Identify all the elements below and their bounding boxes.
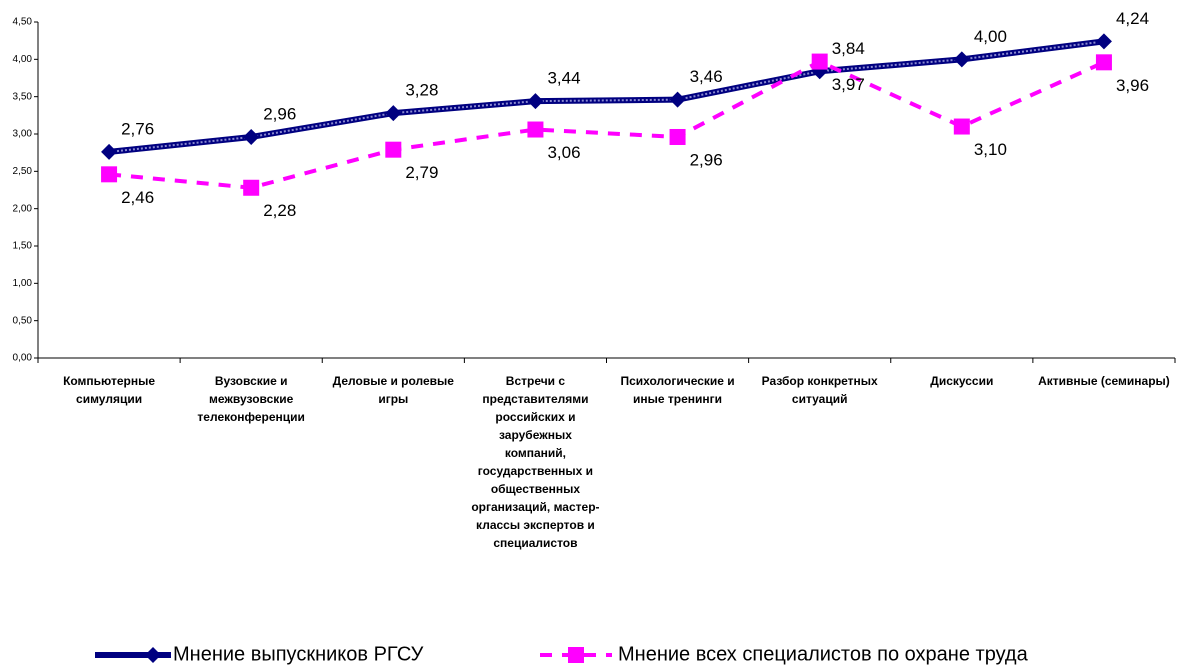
value-label: 3,84 bbox=[832, 39, 865, 58]
value-label: 2,96 bbox=[263, 104, 296, 123]
x-tick-label: Деловые и ролевые игры bbox=[332, 374, 454, 406]
y-tick-label: 2,50 bbox=[13, 166, 33, 177]
marker bbox=[385, 141, 402, 158]
marker bbox=[953, 51, 970, 68]
y-tick-label: 0,50 bbox=[13, 315, 33, 326]
y-tick-label: 2,00 bbox=[13, 203, 33, 214]
y-tick-label: 1,00 bbox=[13, 278, 33, 289]
series-line bbox=[108, 59, 1105, 190]
marker bbox=[669, 91, 686, 108]
marker bbox=[1095, 33, 1112, 50]
value-label: 4,00 bbox=[974, 27, 1007, 46]
value-label: 2,46 bbox=[121, 188, 154, 207]
marker bbox=[1095, 54, 1112, 71]
value-label: 3,46 bbox=[690, 67, 723, 86]
value-label: 2,79 bbox=[405, 163, 438, 182]
marker bbox=[243, 179, 260, 196]
value-label: 3,97 bbox=[832, 75, 865, 94]
legend-marker bbox=[145, 647, 161, 663]
value-label: 2,28 bbox=[263, 201, 296, 220]
y-tick-label: 4,50 bbox=[13, 17, 33, 28]
x-tick-label: Вузовские и межвузовские телеконференции bbox=[197, 374, 305, 424]
marker bbox=[811, 53, 828, 70]
value-label: 3,06 bbox=[547, 143, 580, 162]
legend-label: Мнение выпускников РГСУ bbox=[173, 643, 424, 665]
marker bbox=[669, 128, 686, 145]
x-tick-label: Активные (семинары) bbox=[1038, 374, 1170, 388]
x-tick-label: Дискуссии bbox=[930, 374, 994, 388]
value-label: 3,28 bbox=[405, 81, 438, 100]
value-label: 3,10 bbox=[974, 140, 1007, 159]
legend-label: Мнение всех специалистов по охране труда bbox=[618, 643, 1029, 665]
value-label: 3,44 bbox=[547, 69, 580, 88]
y-tick-label: 3,00 bbox=[13, 129, 33, 140]
y-tick-label: 4,00 bbox=[13, 54, 33, 65]
marker bbox=[385, 105, 402, 122]
x-tick-label: Компьютерные симуляции bbox=[63, 374, 156, 406]
value-label: 2,96 bbox=[690, 150, 723, 169]
value-label: 2,76 bbox=[121, 119, 154, 138]
marker bbox=[243, 128, 260, 145]
value-label: 4,24 bbox=[1116, 9, 1149, 28]
marker bbox=[101, 166, 118, 183]
x-tick-label: Встречи с представителями российских и з… bbox=[471, 374, 600, 550]
value-label: 3,96 bbox=[1116, 76, 1149, 95]
series-line-inner bbox=[108, 40, 1105, 153]
marker bbox=[101, 143, 118, 160]
y-tick-label: 3,50 bbox=[13, 91, 33, 102]
x-tick-label: Разбор конкретных ситуаций bbox=[761, 374, 878, 406]
y-tick-label: 1,50 bbox=[13, 241, 33, 252]
marker bbox=[527, 121, 544, 138]
legend-marker bbox=[568, 647, 584, 663]
marker bbox=[527, 93, 544, 110]
y-tick-label: 0,00 bbox=[13, 353, 33, 364]
series-line bbox=[108, 38, 1105, 155]
marker bbox=[953, 118, 970, 135]
x-tick-label: Психологические и иные тренинги bbox=[620, 374, 735, 406]
